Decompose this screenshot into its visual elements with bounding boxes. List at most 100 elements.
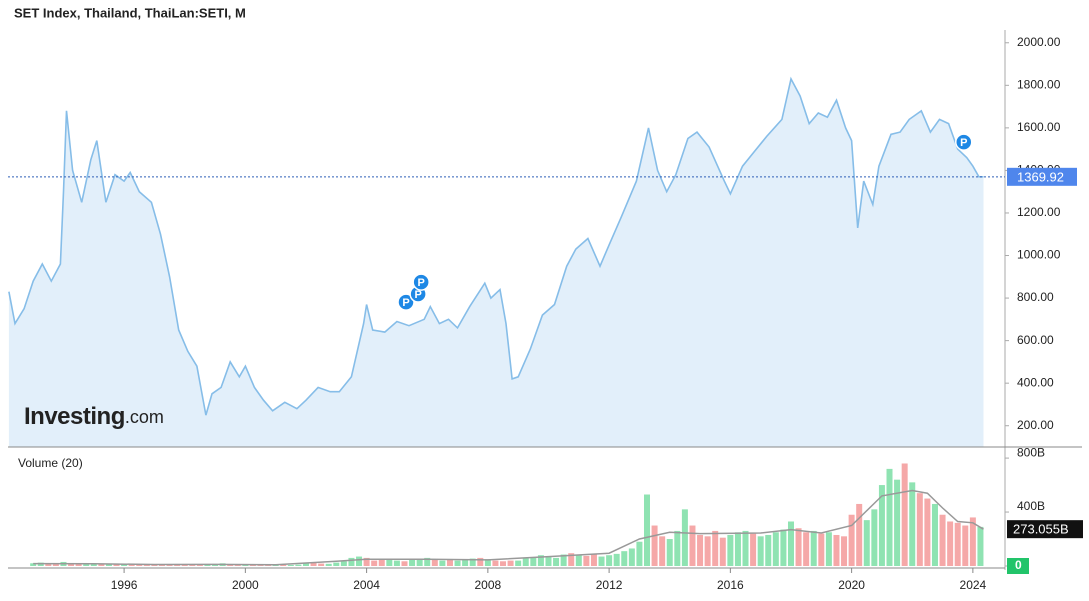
volume-bar: [492, 560, 499, 566]
volume-bar: [628, 548, 635, 566]
volume-bar: [158, 564, 165, 566]
logo-suffix: .com: [125, 407, 164, 427]
volume-bar: [553, 557, 560, 566]
volume-bar: [772, 532, 779, 566]
volume-bar: [302, 563, 309, 566]
volume-bar: [431, 559, 438, 566]
volume-bar: [863, 520, 870, 566]
volume-bar: [787, 521, 794, 566]
volume-bar: [962, 525, 969, 566]
volume-bar: [818, 533, 825, 566]
event-label: P: [960, 137, 967, 149]
volume-bar: [545, 556, 552, 566]
volume-bar: [644, 494, 651, 566]
volume-title: Volume (20): [18, 456, 83, 470]
event-label: P: [414, 289, 421, 301]
volume-bar: [916, 493, 923, 566]
volume-bar: [886, 468, 893, 566]
volume-bar: [681, 509, 688, 566]
volume-bar: [151, 564, 158, 566]
volume-bar: [704, 536, 711, 566]
volume-bar: [68, 563, 75, 566]
volume-bar: [249, 564, 256, 566]
event-label: P: [417, 277, 424, 289]
y-tick-label: 600.00: [1017, 333, 1054, 347]
volume-bar: [871, 509, 878, 566]
volume-bar: [560, 554, 567, 566]
volume-ma-line: [33, 489, 984, 566]
volume-bar: [507, 560, 514, 566]
x-tick-label: 2008: [475, 578, 502, 592]
logo-main: Investing: [24, 403, 125, 430]
volume-bar: [666, 539, 673, 566]
volume-bar: [196, 564, 203, 566]
y-tick-label: 2000.00: [1017, 35, 1061, 49]
event-marker: [397, 293, 415, 311]
volume-bar: [697, 534, 704, 566]
volume-bar: [924, 498, 931, 566]
volume-bar: [939, 514, 946, 566]
volume-bar: [83, 563, 90, 566]
y-tick-label: 800.00: [1017, 290, 1054, 304]
zero-box: [1007, 558, 1029, 574]
volume-bar: [636, 541, 643, 566]
price-line: [8, 76, 984, 416]
volume-bar: [416, 558, 423, 566]
volume-bar: [515, 560, 522, 566]
volume-bar: [280, 564, 287, 566]
volume-bar: [901, 463, 908, 566]
volume-bar: [90, 563, 97, 566]
volume-bar: [348, 557, 355, 566]
volume-bar: [606, 555, 613, 566]
current-label: 1369.92: [1017, 169, 1064, 184]
logo: Investing.com: [24, 403, 164, 430]
volume-bar: [454, 560, 461, 566]
volume-bar: [318, 563, 325, 566]
area-fill: [8, 78, 984, 448]
volume-bar: [143, 564, 150, 566]
volume-bar: [45, 563, 52, 566]
volume-bar: [378, 559, 385, 566]
volume-bar: [310, 562, 317, 566]
volume-bar: [757, 536, 764, 566]
volume-bar: [522, 557, 529, 566]
y-tick-label: 1000.00: [1017, 248, 1061, 262]
volume-bar: [500, 561, 507, 566]
volume-bar: [954, 522, 961, 566]
volume-bar: [674, 530, 681, 566]
volume-bar: [621, 551, 628, 566]
volume-bar: [98, 563, 105, 566]
volume-bar: [287, 564, 294, 566]
current-box: [1007, 167, 1077, 186]
volume-bar: [719, 537, 726, 566]
volume-bar: [363, 557, 370, 566]
volume-bar: [780, 529, 787, 566]
volume-bar: [947, 521, 954, 566]
volume-bar: [272, 564, 279, 566]
volume-bar: [189, 564, 196, 566]
event-marker: [955, 133, 973, 151]
volume-bar: [181, 564, 188, 566]
volume-bar: [371, 560, 378, 566]
x-tick-label: 2024: [960, 578, 987, 592]
volume-bar: [734, 532, 741, 566]
current-volume-box: [1007, 520, 1083, 539]
y-tick-label: 1800.00: [1017, 77, 1061, 91]
volume-bar: [439, 560, 446, 566]
volume-bar: [825, 532, 832, 566]
volume-bar: [795, 528, 802, 566]
event-marker: [412, 273, 430, 291]
volume-bar: [803, 532, 810, 566]
volume-bar: [30, 563, 37, 566]
volume-bar: [52, 563, 59, 566]
y-tick-label: 0: [1015, 558, 1022, 572]
x-tick-label: 2000: [232, 578, 259, 592]
y-tick-label: 1600.00: [1017, 120, 1061, 134]
volume-bar: [727, 534, 734, 566]
volume-bar: [113, 564, 120, 566]
chart-title: SET Index, Thailand, ThaiLan:SETI, M: [14, 5, 246, 20]
volume-bar: [234, 564, 241, 566]
volume-bar: [477, 557, 484, 566]
y-tick-label: 400.00: [1017, 375, 1054, 389]
